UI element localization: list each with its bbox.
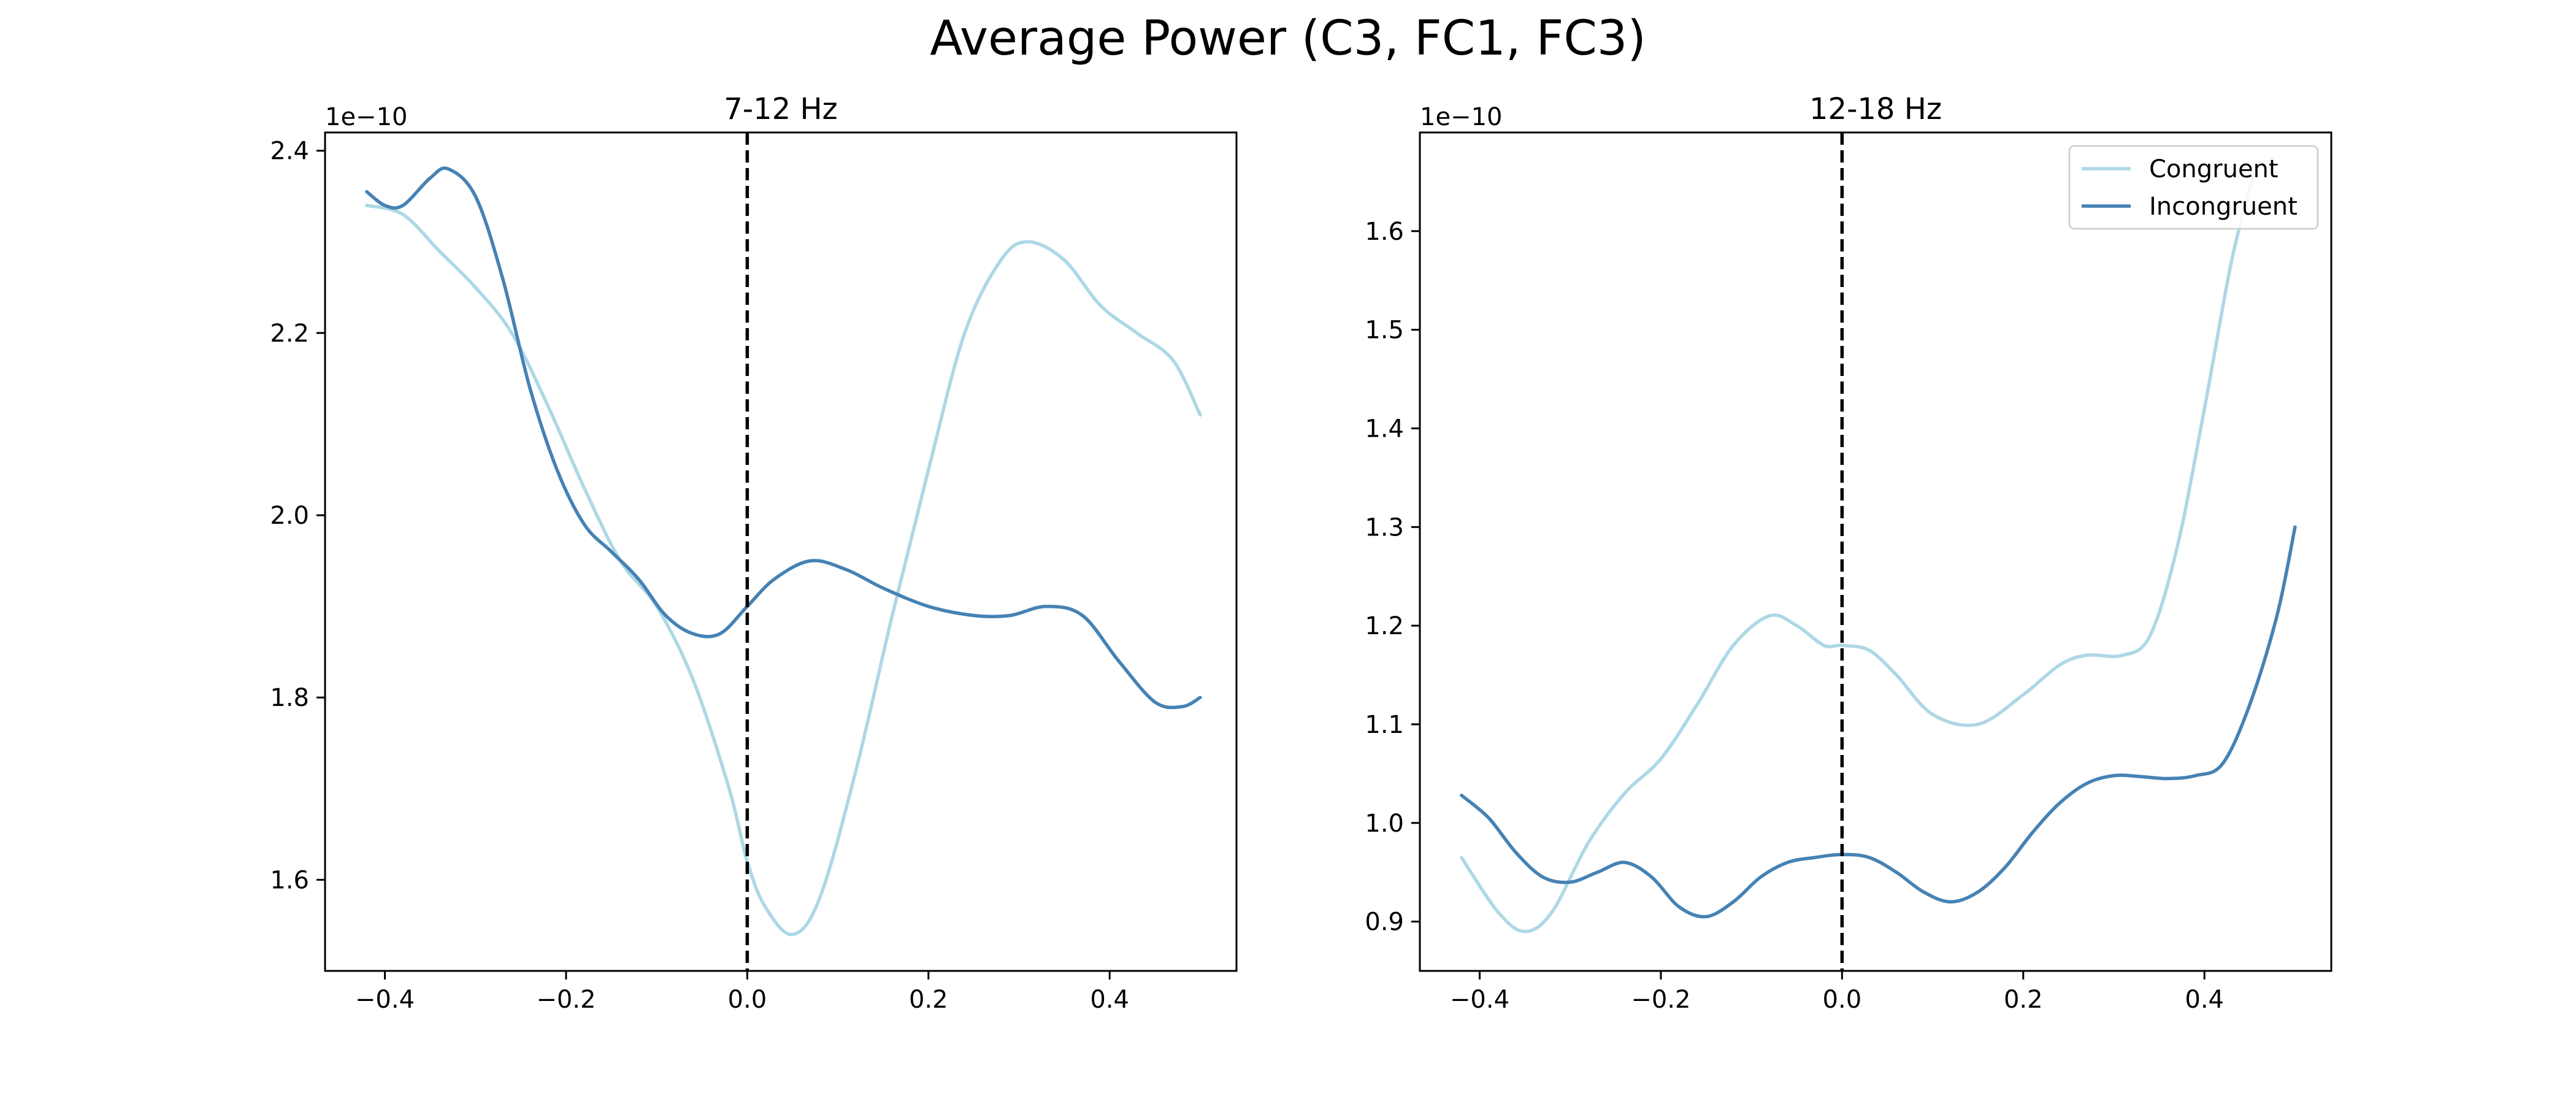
series-line-incongruent bbox=[365, 166, 1202, 710]
y-offset-label: 1e−10 bbox=[1420, 103, 1502, 131]
y-tick-label: 1.1 bbox=[1365, 711, 1404, 739]
x-tick-label: −0.2 bbox=[536, 986, 596, 1014]
axes-frame bbox=[324, 131, 1238, 972]
legend-box bbox=[2068, 145, 2319, 230]
x-tick-label: −0.4 bbox=[355, 986, 415, 1014]
figure-title: Average Power (C3, FC1, FC3) bbox=[930, 11, 1646, 66]
panel-title: 7-12 Hz bbox=[724, 92, 837, 126]
y-tick-label: 2.0 bbox=[270, 502, 309, 530]
y-tick-label: 2.4 bbox=[270, 137, 309, 166]
x-tick-label: 0.0 bbox=[728, 986, 767, 1014]
y-tick-label: 2.2 bbox=[270, 320, 309, 348]
y-tick-label: 1.6 bbox=[270, 866, 309, 894]
y-tick-label: 1.8 bbox=[270, 684, 309, 712]
y-tick-label: 0.9 bbox=[1365, 908, 1404, 937]
x-tick-label: 0.4 bbox=[1090, 986, 1129, 1014]
x-tick-label: 0.2 bbox=[2004, 986, 2043, 1014]
series-line-congruent bbox=[365, 204, 1202, 937]
y-tick-label: 1.0 bbox=[1365, 810, 1404, 838]
x-tick-label: −0.4 bbox=[1450, 986, 1509, 1014]
series-line-congruent bbox=[1460, 170, 2256, 933]
x-tick-label: −0.2 bbox=[1631, 986, 1690, 1014]
y-tick-label: 1.5 bbox=[1365, 316, 1404, 345]
panel-7-12hz: 7-12 Hz 1e−10 −0.4 −0.2 0.0 0.2 0.4 1.6 1.8 2.0 2.… bbox=[270, 92, 1238, 1014]
x-tick-label: 0.4 bbox=[2185, 986, 2224, 1014]
legend: Congruent Incongruent bbox=[2068, 145, 2319, 230]
legend-label-incongruent: Incongruent bbox=[2149, 193, 2298, 221]
panel-title: 12-18 Hz bbox=[1809, 92, 1942, 126]
y-tick-label: 1.3 bbox=[1365, 513, 1404, 542]
x-tick-label: 0.2 bbox=[909, 986, 948, 1014]
axes-frame bbox=[1419, 131, 2333, 972]
panel-12-18hz: 12-18 Hz 1e−10 −0.4 −0.2 0.0 0.2 0.4 0.9 1.0 1.1 1… bbox=[1365, 92, 2333, 1014]
y-tick-label: 1.6 bbox=[1365, 218, 1404, 246]
legend-label-congruent: Congruent bbox=[2149, 155, 2279, 183]
x-tick-label: 0.0 bbox=[1823, 986, 1862, 1014]
y-offset-label: 1e−10 bbox=[325, 103, 407, 131]
y-tick-label: 1.4 bbox=[1365, 415, 1404, 443]
series-line-incongruent bbox=[1460, 525, 2297, 919]
y-tick-label: 1.2 bbox=[1365, 612, 1404, 640]
